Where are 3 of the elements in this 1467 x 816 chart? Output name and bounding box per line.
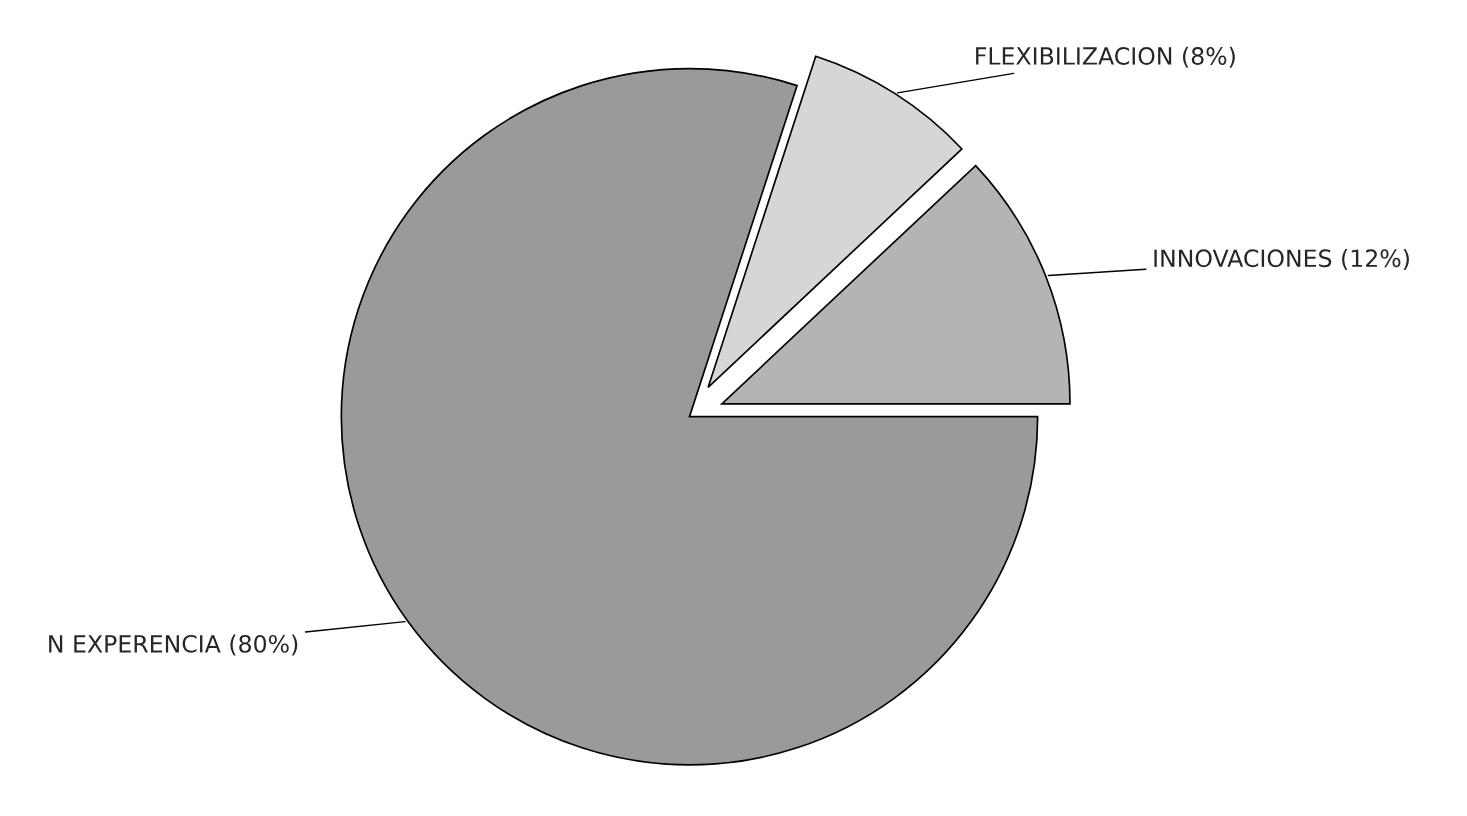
slice-label: INNOVACIONES (12%) bbox=[1154, 248, 1409, 270]
slice-label: FLEXIBILIZACION (8%) bbox=[976, 46, 1235, 68]
slice-label: N EXPERENCIA (80%) bbox=[49, 634, 298, 656]
